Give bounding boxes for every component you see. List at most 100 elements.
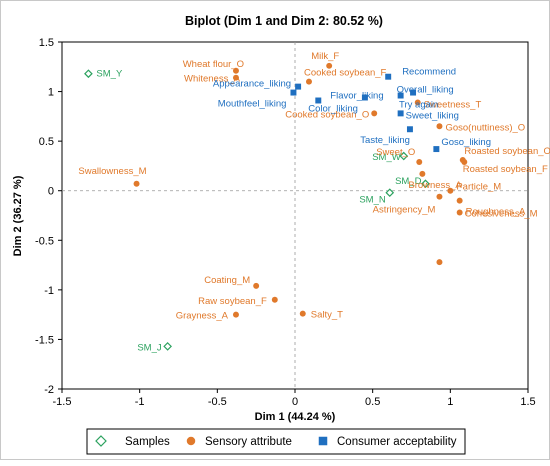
data-point — [84, 69, 93, 79]
legend-box — [86, 428, 466, 455]
data-point — [361, 94, 368, 101]
point-label: Particle_M — [456, 182, 501, 193]
legend-marker — [186, 436, 196, 446]
data-point — [456, 197, 463, 204]
data-point — [436, 193, 443, 200]
legend-label: Samples — [125, 436, 170, 448]
x-tick-label: -1 — [135, 396, 145, 408]
point-label: Goso(nuttiness)_O — [445, 122, 525, 133]
point-label: Salty_T — [311, 310, 343, 321]
data-point — [306, 78, 312, 85]
data-point — [419, 170, 426, 177]
x-tick-label: -1.5 — [53, 396, 72, 408]
point-label: Milk_F — [311, 51, 339, 62]
point-label: Cohesiveness_M — [465, 209, 538, 220]
y-tick-label: 1 — [48, 87, 54, 99]
data-point — [385, 73, 392, 80]
point-label: Color_liking — [308, 104, 358, 115]
point-label: Sweet_liking — [406, 110, 459, 121]
data-point — [315, 97, 322, 104]
data-point — [433, 146, 440, 153]
point-label: Whiteness_A — [184, 74, 241, 85]
data-point — [295, 83, 302, 90]
legend-label: Sensory attribute — [205, 436, 292, 448]
y-axis-label: Dim 2 (36.27 %) — [12, 175, 24, 256]
data-point — [421, 179, 430, 189]
y-tick-label: 1.5 — [39, 37, 54, 49]
y-tick-label: 0 — [48, 186, 54, 198]
x-tick-label: 0 — [292, 396, 298, 408]
data-point — [271, 296, 278, 303]
data-point — [436, 259, 443, 266]
y-tick-label: -0.5 — [35, 235, 54, 247]
data-point — [397, 110, 404, 117]
x-tick-label: -0.5 — [208, 396, 227, 408]
y-tick-label: -2 — [44, 384, 54, 396]
legend-label: Consumer acceptability — [337, 436, 457, 448]
data-point — [232, 67, 239, 74]
data-point — [385, 188, 395, 198]
legend: Samples Sensory attribute Consumer accepta… — [86, 428, 466, 455]
data-point — [371, 110, 378, 117]
data-point — [447, 187, 454, 194]
point-label: Astringency_M — [373, 205, 436, 216]
point-label: Wheat flour_O — [183, 59, 244, 70]
data-point — [399, 151, 409, 161]
data-point — [436, 123, 443, 130]
chart-title: Biplot (Dim 1 and Dim 2: 80.52 %) — [185, 14, 383, 28]
series-sensory-attribute: Wheat flour_O Whiteness_A Milk_F Cooked soy… — [78, 51, 550, 322]
point-label: Appearance_liking — [213, 79, 291, 90]
y-tick-label: 0.5 — [39, 136, 54, 148]
data-point — [414, 99, 421, 106]
point-label: Roasted soybean_O — [464, 146, 550, 157]
y-tick-label: -1 — [44, 285, 54, 297]
x-tick-label: 1.5 — [520, 396, 535, 408]
data-point — [461, 158, 468, 165]
data-point — [326, 62, 333, 69]
point-label: Goso_liking — [441, 137, 491, 148]
point-label: SM_J — [137, 342, 162, 353]
series-consumer-acceptability: Recommend Appearance_liking Mouthfeel_liki… — [213, 67, 491, 153]
point-label: SM_N — [359, 195, 386, 206]
data-point — [253, 282, 260, 289]
series-samples: SM_Y SM_W SM_D SM_N SM_J — [84, 69, 430, 353]
legend-marker — [95, 435, 107, 447]
point-label: Coating_M — [204, 275, 250, 286]
x-tick-label: 0.5 — [365, 396, 380, 408]
point-label: Roasted soybean_F — [463, 164, 548, 175]
point-label: Raw soybean_F — [198, 296, 267, 307]
x-axis-label: Dim 1 (44.24 %) — [255, 411, 336, 423]
point-label: Sweetness_T — [424, 99, 482, 110]
point-label: SM_W — [372, 152, 401, 163]
point-label: Swallowness_M — [78, 166, 146, 177]
data-point — [299, 310, 306, 317]
data-point — [232, 311, 239, 318]
legend-marker — [318, 436, 328, 446]
point-label: Try again — [399, 100, 438, 111]
point-label: Taste_liking — [360, 135, 410, 146]
data-point — [290, 89, 297, 96]
data-point — [133, 180, 140, 187]
point-label: Roughness_A — [466, 207, 526, 218]
point-label: Browness_A — [408, 180, 462, 191]
point-label: Cooked soybean_O — [285, 109, 369, 120]
point-label: SM_Y — [96, 69, 123, 80]
data-point — [410, 89, 417, 96]
point-label: Flavor_liking — [330, 90, 383, 101]
data-point — [456, 209, 463, 216]
point-label: Sweet_O — [376, 147, 415, 158]
point-label: Grayness_A — [176, 311, 229, 322]
data-point — [397, 92, 404, 99]
point-label: Recommend — [402, 67, 456, 78]
x-tick-label: 1 — [447, 396, 453, 408]
point-label: Overall_liking — [397, 85, 454, 96]
data-point — [232, 74, 239, 81]
point-label: Cooked soybean_F — [304, 68, 387, 79]
data-point — [163, 342, 172, 351]
data-point — [416, 158, 423, 165]
data-point — [406, 126, 413, 133]
point-label: SM_D — [395, 176, 422, 187]
y-tick-label: -1.5 — [35, 334, 54, 346]
